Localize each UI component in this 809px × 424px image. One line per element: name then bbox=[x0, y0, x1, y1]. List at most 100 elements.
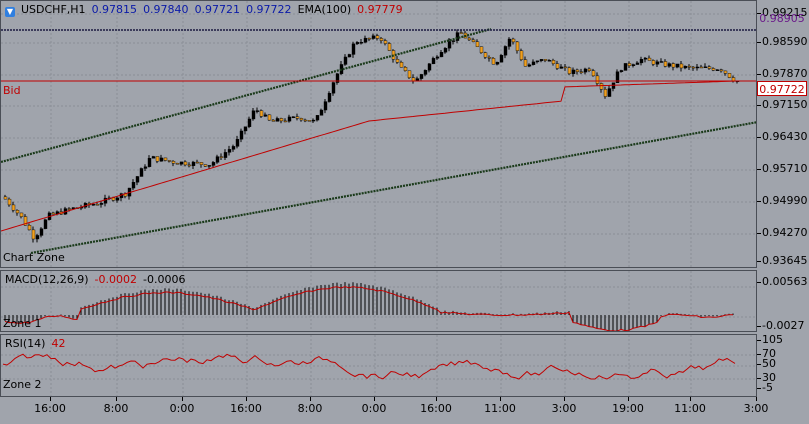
bear-candle bbox=[19, 212, 24, 217]
bull-candle bbox=[363, 37, 368, 43]
bear-candle bbox=[719, 69, 724, 72]
macd-value-main: -0.0002 bbox=[94, 273, 138, 286]
bull-candle bbox=[667, 63, 672, 67]
bear-candle bbox=[111, 197, 116, 201]
bull-candle bbox=[243, 126, 248, 132]
bear-candle bbox=[407, 70, 412, 78]
bear-candle bbox=[519, 50, 524, 60]
bear-candle bbox=[219, 156, 224, 158]
price-chart-pane[interactable]: ▼ USDCHF,H1 0.97815 0.97840 0.97721 0.97722 EM… bbox=[0, 0, 757, 268]
bear-candle bbox=[511, 38, 516, 43]
bull-candle bbox=[419, 74, 424, 79]
scale-tick-label: 70 bbox=[757, 347, 776, 360]
open-value: 0.97815 bbox=[91, 3, 138, 16]
bear-candle bbox=[727, 73, 732, 78]
bear-candle bbox=[467, 37, 472, 41]
bull-candle bbox=[227, 149, 232, 153]
time-tick-mark bbox=[436, 397, 437, 401]
bear-candle bbox=[595, 75, 600, 84]
scale-tick-label: 0.96430 bbox=[757, 130, 808, 143]
bull-candle bbox=[211, 162, 216, 166]
bear-candle bbox=[31, 229, 36, 240]
bull-candle bbox=[139, 168, 144, 177]
bear-candle bbox=[487, 57, 492, 59]
scale-tick-label: 50 bbox=[757, 357, 776, 370]
time-tick-mark bbox=[50, 397, 51, 401]
bull-candle bbox=[359, 42, 364, 44]
bear-candle bbox=[283, 120, 288, 123]
bull-candle bbox=[255, 110, 260, 112]
bear-candle bbox=[699, 66, 704, 69]
price-scale[interactable]: 0.99215 0.98590 0.97870 0.97150 0.96430 0.957… bbox=[757, 0, 809, 268]
scale-tick-label: 0.94270 bbox=[757, 226, 808, 239]
rsi-label: RSI(14) bbox=[5, 337, 46, 350]
zone-1-label: Zone 1 bbox=[3, 317, 42, 330]
bear-candle bbox=[647, 57, 652, 61]
bull-candle bbox=[215, 156, 220, 163]
bear-candle bbox=[299, 118, 304, 121]
bear-candle bbox=[395, 59, 400, 63]
bull-candle bbox=[239, 130, 244, 140]
bull-candle bbox=[287, 116, 292, 122]
bear-candle bbox=[203, 164, 208, 167]
price-chart-canvas[interactable] bbox=[1, 1, 757, 268]
time-tick-mark bbox=[628, 397, 629, 401]
time-tick-mark bbox=[690, 397, 691, 401]
macd-header: MACD(12,26,9) -0.0002 -0.0006 bbox=[5, 273, 191, 287]
bull-candle bbox=[619, 70, 624, 72]
bid-price-tag: 0.97722 bbox=[757, 81, 807, 96]
scale-tick-label: 30 bbox=[757, 371, 776, 384]
ema-value: 0.97779 bbox=[357, 3, 403, 16]
symbol-label: USDCHF,H1 bbox=[21, 3, 86, 16]
macd-label: MACD(12,26,9) bbox=[5, 273, 89, 286]
bull-candle bbox=[615, 71, 620, 83]
channel-lower-line bbox=[30, 121, 756, 255]
bear-candle bbox=[195, 161, 200, 164]
bull-candle bbox=[571, 69, 576, 74]
bear-candle bbox=[23, 216, 28, 226]
macd-pane[interactable]: MACD(12,26,9) -0.0002 -0.0006 Zone 1 bbox=[0, 270, 757, 332]
bull-candle bbox=[135, 176, 140, 183]
macd-canvas[interactable] bbox=[1, 271, 757, 332]
time-tick-mark bbox=[116, 397, 117, 401]
bull-candle bbox=[115, 197, 120, 201]
bear-candle bbox=[199, 162, 204, 165]
bull-candle bbox=[131, 182, 136, 189]
bull-candle bbox=[371, 35, 376, 39]
time-tick-label: 8:00 bbox=[297, 402, 323, 415]
macd-scale: 0.00563 -0.0027 bbox=[756, 270, 809, 332]
high-value: 0.97840 bbox=[143, 3, 189, 16]
rsi-canvas[interactable] bbox=[1, 335, 757, 397]
bear-candle bbox=[15, 210, 20, 214]
bull-candle bbox=[99, 203, 104, 205]
bid-line-label: Bid bbox=[3, 84, 21, 97]
bear-candle bbox=[271, 119, 276, 122]
bull-candle bbox=[351, 43, 356, 55]
bull-candle bbox=[539, 59, 544, 62]
macd-value-signal: -0.0006 bbox=[143, 273, 186, 286]
chart-zone-label: Chart Zone bbox=[3, 251, 65, 264]
bull-candle bbox=[223, 152, 228, 158]
bear-candle bbox=[259, 110, 264, 117]
bear-candle bbox=[95, 204, 100, 206]
bear-candle bbox=[403, 67, 408, 71]
bull-candle bbox=[631, 64, 636, 66]
macd-signal-line bbox=[4, 285, 734, 331]
rsi-pane[interactable]: RSI(14) 42 Zone 2 bbox=[0, 334, 757, 397]
bear-candle bbox=[567, 67, 572, 74]
high-line-price-tag: 0.98905 bbox=[759, 12, 805, 25]
bull-candle bbox=[431, 58, 436, 65]
bear-candle bbox=[11, 204, 16, 211]
bull-candle bbox=[343, 56, 348, 65]
bull-candle bbox=[635, 62, 640, 65]
time-axis[interactable]: 16:00 8:00 0:00 16:00 8:00 0:00 16:00 11:00 3:00… bbox=[0, 397, 809, 424]
bear-candle bbox=[187, 164, 192, 167]
bear-candle bbox=[387, 43, 392, 51]
bear-candle bbox=[375, 35, 380, 39]
bear-candle bbox=[575, 69, 580, 72]
bear-candle bbox=[307, 120, 312, 122]
bull-candle bbox=[275, 118, 280, 122]
bull-candle bbox=[423, 70, 428, 75]
scale-tick-label: 0.00563 bbox=[757, 275, 808, 288]
scale-tick-label: 0.99215 bbox=[757, 6, 808, 19]
